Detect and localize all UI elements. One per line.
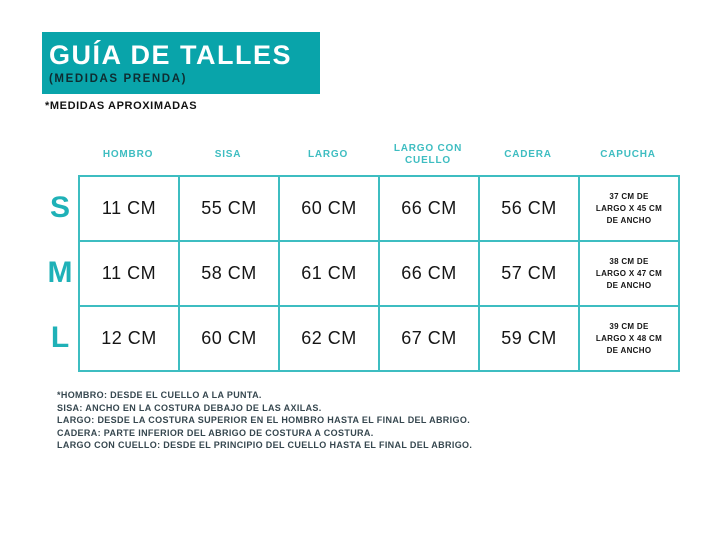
size-label-column: S M L <box>42 175 78 372</box>
title-banner: GUÍA DE TALLES (MEDIDAS PRENDA) <box>42 32 320 94</box>
cell-value: 67 CM <box>401 328 457 348</box>
size-label-m: M <box>47 255 73 289</box>
cell-value-capucha: 39 CM DE LARGO X 48 CM DE ANCHO <box>595 321 663 355</box>
column-header-capucha: CAPUCHA <box>600 148 656 160</box>
cell-value: 12 CM <box>101 328 157 348</box>
footnote-cadera: CADERA: PARTE INFERIOR DEL ABRIGO DE COS… <box>57 427 374 438</box>
cell-value: 61 CM <box>301 263 357 283</box>
cell-value: 58 CM <box>201 263 257 283</box>
table-row-s-largo-con-cuello: 66 CM <box>380 177 480 242</box>
table-column-headers: HOMBRO SISA LARGO LARGO CON CUELLO CADER… <box>78 136 678 174</box>
table-row-l-cadera: 59 CM <box>480 307 580 372</box>
table-row-s-sisa: 55 CM <box>180 177 280 242</box>
table-row-s-largo: 60 CM <box>280 177 380 242</box>
table-row-s-hombro: 11 CM <box>80 177 180 242</box>
table-row-l-sisa: 60 CM <box>180 307 280 372</box>
cell-value: 59 CM <box>501 328 557 348</box>
table-row-l-hombro: 12 CM <box>80 307 180 372</box>
size-label-l: L <box>50 320 70 354</box>
table-row-l-capucha: 39 CM DE LARGO X 48 CM DE ANCHO <box>580 307 680 372</box>
footnote-hombro: *HOMBRO: DESDE EL CUELLO A LA PUNTA. <box>57 390 262 400</box>
column-header-largo: LARGO <box>307 148 349 160</box>
measurement-grid: 11 CM 55 CM 60 CM 66 CM 56 CM 37 CM DE L… <box>78 175 680 372</box>
table-row-m-cadera: 57 CM <box>480 242 580 307</box>
cell-value: 62 CM <box>301 328 357 348</box>
cell-value-capucha: 38 CM DE LARGO X 47 CM DE ANCHO <box>595 256 663 290</box>
table-row-s-cadera: 56 CM <box>480 177 580 242</box>
table-row-l-largo: 62 CM <box>280 307 380 372</box>
table-row-m-largo: 61 CM <box>280 242 380 307</box>
table-row-m-sisa: 58 CM <box>180 242 280 307</box>
cell-value: 55 CM <box>201 198 257 218</box>
cell-value: 11 CM <box>101 263 157 283</box>
table-row-m-capucha: 38 CM DE LARGO X 47 CM DE ANCHO <box>580 242 680 307</box>
measurement-definitions: *HOMBRO: DESDE EL CUELLO A LA PUNTA. SIS… <box>57 389 472 452</box>
cell-value: 60 CM <box>301 198 357 218</box>
cell-value: 57 CM <box>501 263 557 283</box>
footnote-sisa: SISA: ANCHO EN LA COSTURA DEBAJO DE LAS … <box>57 402 322 413</box>
column-header-sisa: SISA <box>214 148 242 160</box>
footnote-largo-con-cuello: LARGO CON CUELLO: DESDE EL PRINCIPIO DEL… <box>57 440 473 451</box>
column-header-cadera: CADERA <box>504 148 552 160</box>
column-header-largo-con-cuello: LARGO CON CUELLO <box>393 142 463 167</box>
size-table: S M L 11 CM 55 CM 60 CM 66 CM 56 CM 37 C… <box>42 175 680 372</box>
table-row-l-largo-con-cuello: 67 CM <box>380 307 480 372</box>
cell-value: 66 CM <box>401 263 457 283</box>
table-row-s-capucha: 37 CM DE LARGO X 45 CM DE ANCHO <box>580 177 680 242</box>
page-subtitle: (MEDIDAS PRENDA) <box>49 72 188 85</box>
cell-value-capucha: 37 CM DE LARGO X 45 CM DE ANCHO <box>595 191 663 225</box>
table-row-m-largo-con-cuello: 66 CM <box>380 242 480 307</box>
size-label-s: S <box>49 190 70 224</box>
column-header-hombro: HOMBRO <box>102 148 154 160</box>
page-title: GUÍA DE TALLES <box>49 40 292 71</box>
table-row-m-hombro: 11 CM <box>80 242 180 307</box>
cell-value: 11 CM <box>101 198 157 218</box>
footnote-largo: LARGO: DESDE LA COSTURA SUPERIOR EN EL H… <box>57 415 471 426</box>
cell-value: 56 CM <box>501 198 557 218</box>
cell-value: 60 CM <box>201 328 257 348</box>
cell-value: 66 CM <box>401 198 457 218</box>
approximate-measures-note: *MEDIDAS APROXIMADAS <box>45 100 198 112</box>
